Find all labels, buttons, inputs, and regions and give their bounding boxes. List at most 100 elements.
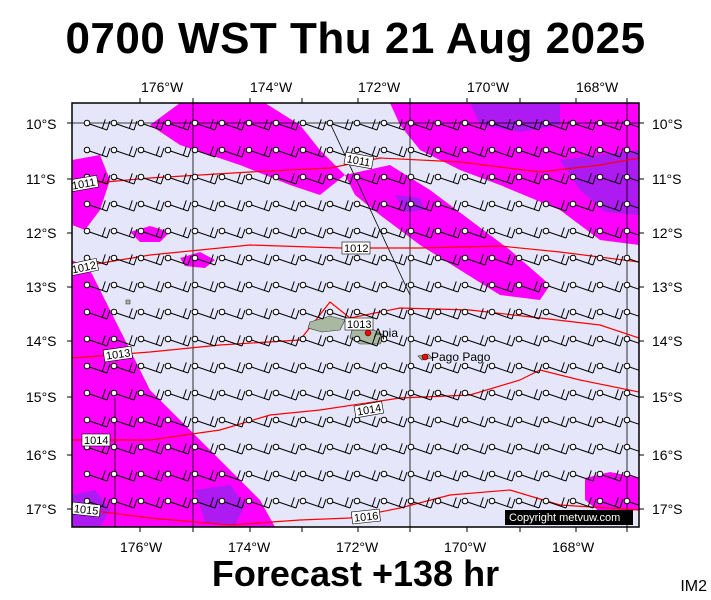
- lat-label: 10°S: [26, 116, 57, 132]
- wind-barb: [245, 497, 273, 509]
- wind-barb: [542, 335, 570, 347]
- wind-barb: [299, 119, 327, 131]
- wind-barb: [272, 389, 300, 401]
- wind-barb: [434, 470, 462, 482]
- isobar-label: 1013: [102, 345, 133, 363]
- lon-labels-bottom: 176°W 174°W 172°W 170°W 168°W: [120, 539, 595, 555]
- apia-marker: [364, 329, 372, 337]
- wind-barb: [164, 254, 192, 266]
- isobar-1014: [72, 369, 639, 441]
- wind-barb: [380, 281, 408, 293]
- wind-barb: [191, 362, 219, 374]
- lat-label: 14°S: [26, 333, 57, 349]
- lat-label: 12°S: [26, 225, 57, 241]
- wind-barb: [380, 119, 408, 131]
- svg-text:1013: 1013: [347, 319, 371, 331]
- wind-barb: [137, 443, 165, 455]
- wind-barb: [110, 443, 138, 455]
- wind-barb: [218, 146, 246, 158]
- wind-barb: [542, 227, 570, 239]
- wind-barb: [110, 146, 138, 158]
- forecast-label: Forecast +138 hr: [211, 553, 500, 594]
- wind-barb: [245, 119, 273, 131]
- copyright-box: Copyright metvuw.com: [505, 510, 633, 525]
- svg-text:1011: 1011: [346, 153, 371, 169]
- wind-barb: [137, 497, 165, 509]
- lon-label: 172°W: [358, 79, 401, 95]
- wind-barb: [434, 227, 462, 239]
- wind-barb: [488, 416, 516, 428]
- wind-barb: [353, 146, 381, 158]
- wind-barb: [110, 173, 138, 185]
- pago-pago-label: Pago Pago: [431, 350, 491, 364]
- wind-barb: [569, 200, 597, 212]
- svg-text:1016: 1016: [353, 510, 379, 524]
- wind-barb: [218, 200, 246, 212]
- wind-barb: [299, 443, 327, 455]
- wind-barb: [596, 443, 624, 455]
- lon-labels-top: 176°W 174°W 172°W 170°W 168°W: [141, 79, 619, 95]
- wind-barb: [218, 173, 246, 185]
- wind-barb: [110, 227, 138, 239]
- axis-ticks: [67, 98, 644, 532]
- wind-barb: [407, 308, 435, 320]
- wind-barbs: [83, 119, 639, 509]
- wind-barb: [299, 497, 327, 509]
- wind-barb: [380, 497, 408, 509]
- wind-barb: [407, 416, 435, 428]
- wind-barb: [569, 470, 597, 482]
- lon-label: 170°W: [444, 539, 487, 555]
- wind-barb: [164, 200, 192, 212]
- wind-barb: [326, 470, 354, 482]
- wind-barb: [596, 308, 624, 320]
- wind-barb: [83, 389, 111, 401]
- wind-barb: [191, 416, 219, 428]
- place-apia: Apia: [364, 326, 398, 340]
- wind-barb: [515, 200, 543, 212]
- wind-barb: [542, 281, 570, 293]
- wind-barb: [110, 119, 138, 131]
- place-pago-pago: Pago Pago: [421, 350, 491, 364]
- wind-barb: [407, 119, 435, 131]
- wind-barb: [326, 389, 354, 401]
- wind-barb: [137, 200, 165, 212]
- wind-barb: [110, 416, 138, 428]
- wind-barb: [488, 281, 516, 293]
- wind-barb: [515, 173, 543, 185]
- wind-barb: [569, 443, 597, 455]
- wind-barb: [488, 362, 516, 374]
- wind-barb: [461, 200, 489, 212]
- wind-barb: [515, 416, 543, 428]
- wind-barb: [407, 362, 435, 374]
- wind-barb: [434, 389, 462, 401]
- copyright-text: Copyright metvuw.com: [509, 512, 620, 524]
- wind-barb: [299, 416, 327, 428]
- wind-barb: [245, 470, 273, 482]
- wind-barb: [461, 119, 489, 131]
- wind-barb: [353, 497, 381, 509]
- wind-barb: [245, 443, 273, 455]
- wind-barb: [326, 254, 354, 266]
- wind-barb: [353, 227, 381, 239]
- wind-barb: [272, 227, 300, 239]
- wind-barb: [245, 173, 273, 185]
- wind-barb: [434, 308, 462, 320]
- wind-barb: [218, 119, 246, 131]
- wind-barb: [434, 146, 462, 158]
- wind-barb: [596, 119, 624, 131]
- wind-barb: [137, 173, 165, 185]
- isobar-label: 1013: [344, 317, 374, 331]
- wind-barb: [191, 227, 219, 239]
- wind-barb: [326, 497, 354, 509]
- wind-barb: [191, 470, 219, 482]
- wind-barb: [461, 227, 489, 239]
- wind-barb: [272, 416, 300, 428]
- wind-barb: [380, 416, 408, 428]
- pago-pago-marker: [421, 353, 429, 361]
- wind-barb: [596, 173, 624, 185]
- wind-barb: [299, 470, 327, 482]
- lon-label: 170°W: [467, 79, 510, 95]
- wind-barb: [461, 470, 489, 482]
- wind-barb: [542, 443, 570, 455]
